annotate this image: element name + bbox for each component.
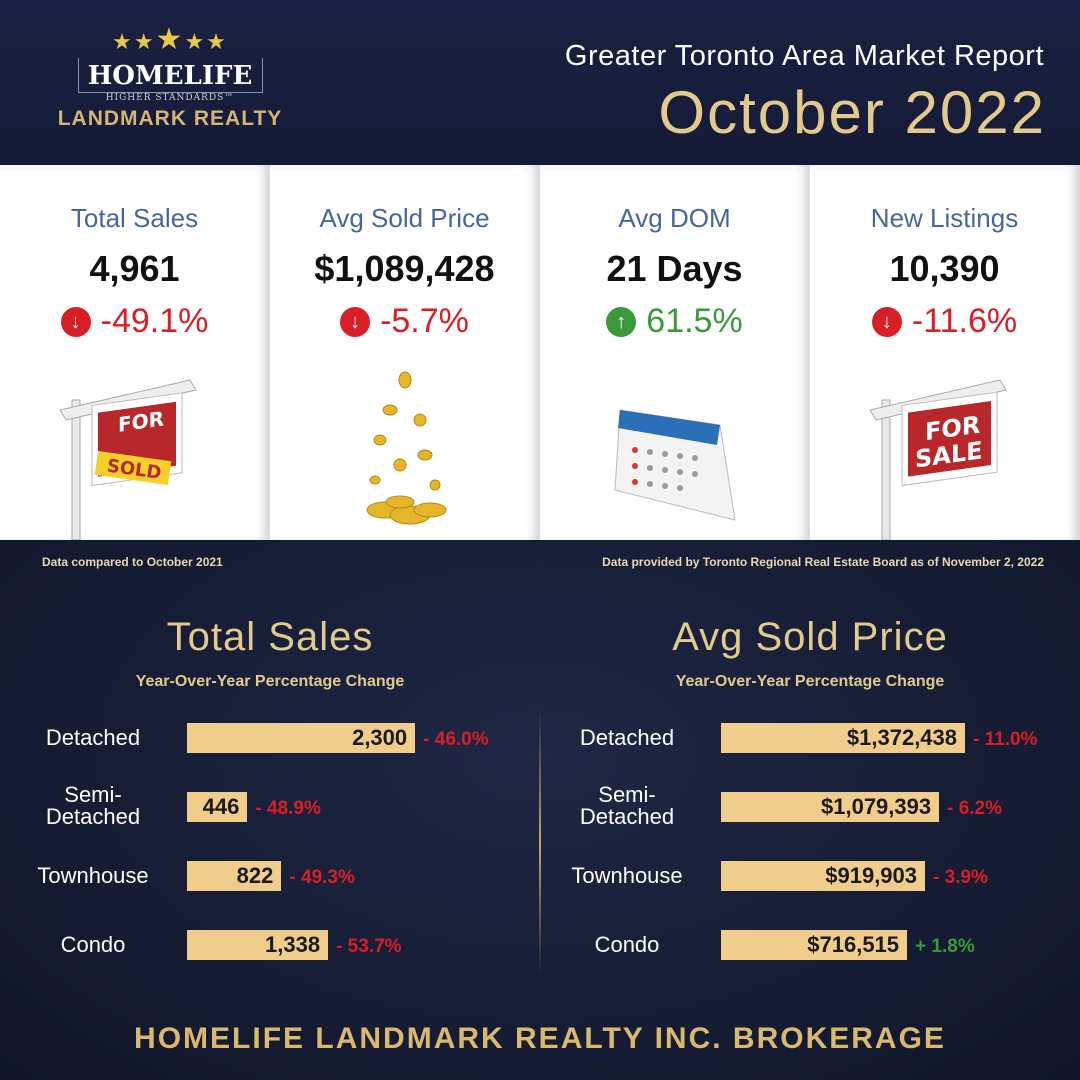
change-label: - 3.9%: [933, 867, 988, 888]
category-label: Detached: [579, 725, 675, 750]
card-value: 4,961: [89, 248, 180, 289]
bar: $919,903: [721, 861, 926, 891]
category-label: Condo: [594, 932, 660, 957]
chart-subtitle: Year-Over-Year Percentage Change: [675, 673, 945, 690]
source-note: Data provided by Toronto Regional Real E…: [602, 555, 1044, 569]
header: ★★★★★ HOMELIFE HIGHER STANDARDS™ LANDMAR…: [0, 0, 1080, 165]
card-avg-sold-price: Avg Sold Price $1,089,428 ↓ -5.7%: [270, 165, 540, 540]
category-label: Semi- Detached: [579, 782, 675, 829]
logo-tagline: HIGHER STANDARDS™: [105, 93, 235, 103]
category-label: Townhouse: [571, 863, 683, 888]
category-label: Semi- Detached: [45, 782, 141, 829]
change-label: - 6.2%: [947, 798, 1003, 819]
arrow-down-icon: ↓: [871, 306, 902, 337]
bar: $1,372,438: [721, 723, 966, 753]
chart-subtitle: Year-Over-Year Percentage Change: [135, 673, 405, 690]
card-total-sales: Total Sales 4,961 ↓ -49.1% FOR SOLD: [0, 165, 270, 540]
card-change: 61.5%: [646, 302, 743, 340]
logo-name: LANDMARK REALTY: [57, 107, 283, 130]
card-label: Avg Sold Price: [319, 203, 490, 233]
bar: 446: [187, 792, 248, 822]
card-label: Total Sales: [70, 203, 199, 233]
calendar-icon: [613, 409, 736, 521]
card-new-listings: New Listings 10,390 ↓ -11.6% FOR SALE: [810, 165, 1080, 540]
chart-title-total-sales: Total Sales: [166, 615, 374, 659]
card-value: 10,390: [889, 248, 1000, 289]
change-label: - 53.7%: [336, 936, 402, 957]
card-value: $1,089,428: [314, 248, 495, 289]
card-change: -49.1%: [100, 302, 209, 340]
change-label: - 11.0%: [973, 729, 1038, 750]
logo-brand: HOMELIFE: [77, 58, 263, 93]
category-label: Condo: [60, 932, 126, 957]
card-label: New Listings: [870, 203, 1019, 233]
category-label: Townhouse: [37, 863, 149, 888]
card-change: -5.7%: [380, 302, 469, 340]
comparison-note: Data compared to October 2021: [42, 555, 223, 569]
arrow-down-icon: ↓: [340, 306, 371, 337]
report-month: October 2022: [658, 79, 1046, 146]
change-label: - 49.3%: [289, 867, 355, 888]
bar: 2,300: [187, 723, 416, 753]
bar: $1,079,393: [721, 792, 940, 822]
bar: 1,338: [187, 930, 329, 960]
stars-icon: ★★★★★: [112, 22, 228, 57]
chart-title-avg-sold-price: Avg Sold Price: [672, 615, 948, 659]
divider: [539, 710, 541, 975]
change-label: + 1.8%: [915, 936, 975, 957]
arrow-down-icon: ↓: [60, 306, 91, 337]
category-label: Detached: [45, 725, 141, 750]
bar: 822: [187, 861, 282, 891]
footer-brokerage: HOMELIFE LANDMARK REALTY INC. BROKERAGE: [134, 1022, 946, 1055]
gold-coins-icon: [366, 371, 446, 525]
card-change: -11.6%: [911, 302, 1018, 340]
bar: $716,515: [721, 930, 908, 960]
change-label: - 48.9%: [255, 798, 321, 819]
stat-cards: Total Sales 4,961 ↓ -49.1% FOR SOLD Avg So…: [0, 165, 1080, 540]
homelife-logo: ★★★★★ HOMELIFE HIGHER STANDARDS™ LANDMAR…: [50, 22, 290, 131]
change-label: - 46.0%: [423, 729, 489, 750]
card-value: 21 Days: [606, 248, 743, 289]
report-title: Greater Toronto Area Market Report: [564, 40, 1044, 72]
arrow-up-icon: ↑: [606, 306, 637, 337]
card-label: Avg DOM: [618, 203, 731, 233]
card-avg-dom: Avg DOM 21 Days ↑ 61.5%: [540, 165, 810, 540]
